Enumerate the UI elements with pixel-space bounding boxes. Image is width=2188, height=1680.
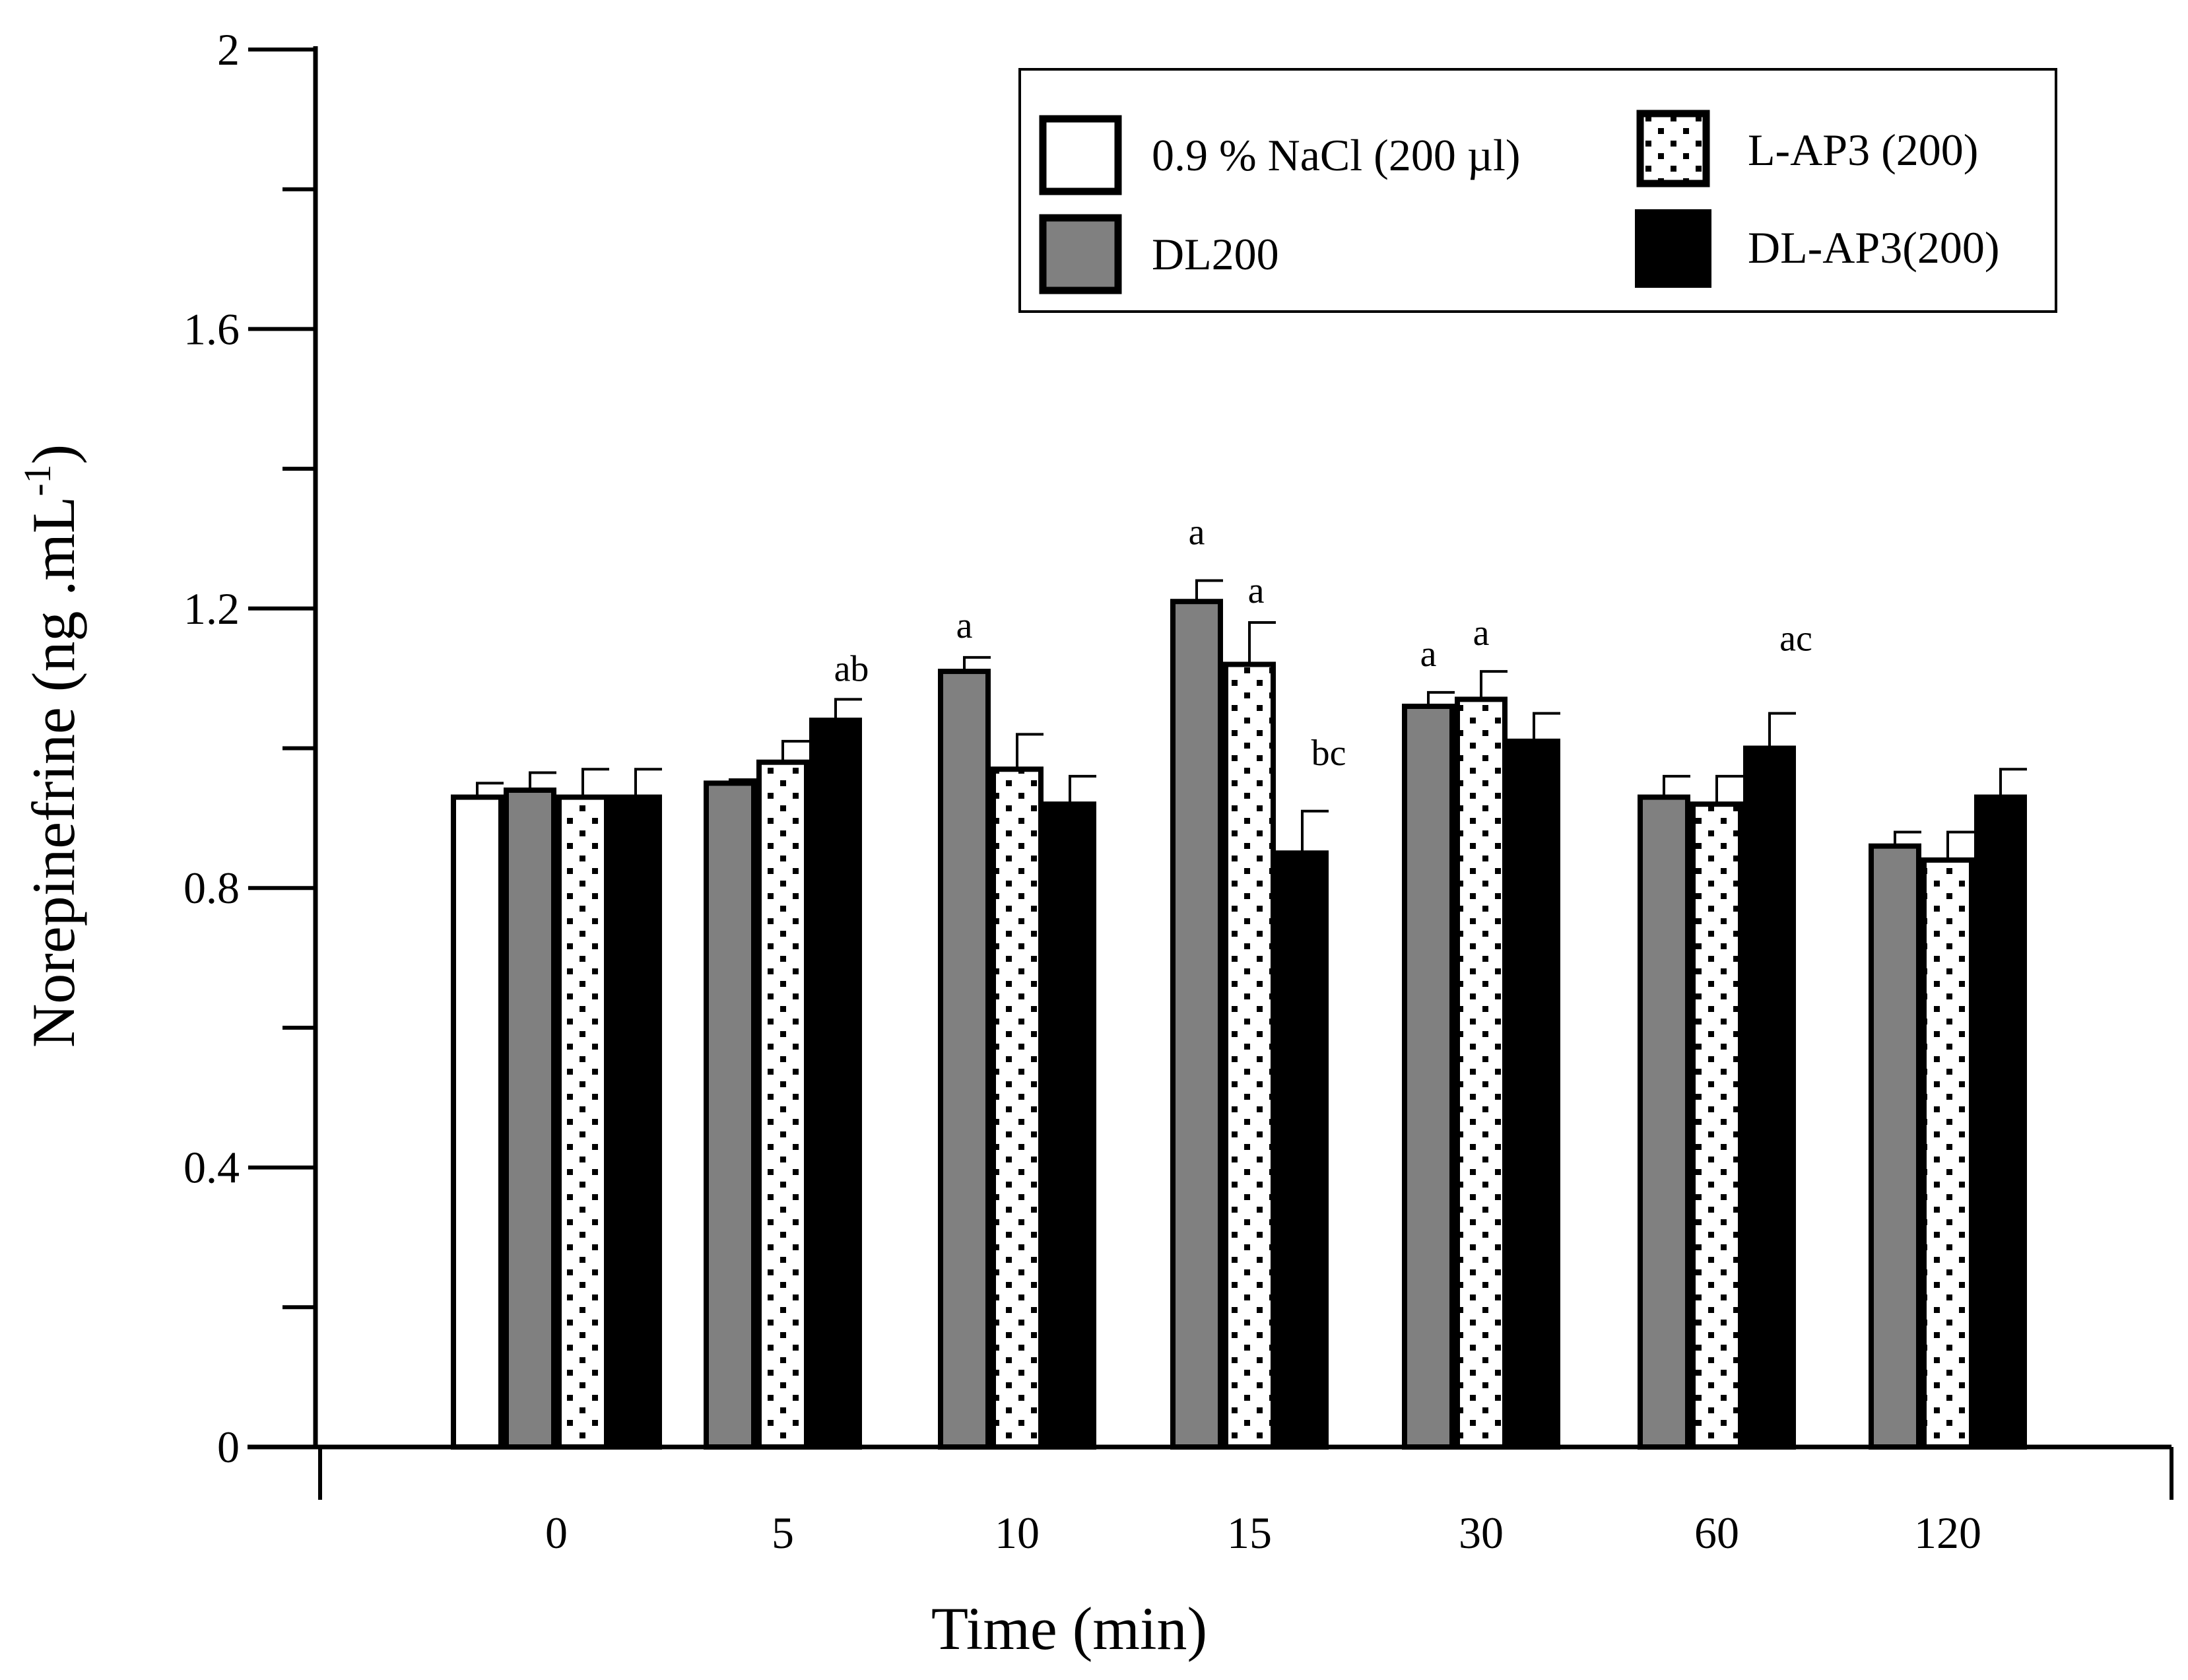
- significance-label: a: [956, 605, 973, 646]
- y-tick-label: 0.4: [183, 1143, 240, 1193]
- x-tick-label: 5: [772, 1508, 794, 1558]
- bar: [809, 718, 862, 1450]
- x-tick-label: 15: [1227, 1508, 1272, 1558]
- legend-label-lap3: L-AP3 (200): [1748, 125, 1978, 175]
- bar: [1044, 801, 1096, 1450]
- x-tick-label: 10: [995, 1508, 1040, 1558]
- bar: [1223, 661, 1276, 1450]
- y-tick-label: 2: [217, 24, 240, 75]
- legend-box: [1018, 68, 2057, 313]
- legend-label-dl200: DL200: [1152, 229, 1279, 279]
- bar: [1276, 850, 1329, 1450]
- bar: [1455, 696, 1508, 1450]
- legend-label-dlap3: DL-AP3(200): [1748, 222, 2000, 273]
- significance-label: bc: [1311, 733, 1346, 774]
- y-axis-title-close: ): [20, 444, 87, 465]
- y-tick-label: 1.6: [183, 304, 240, 354]
- y-axis-title: Norepinefrine (ng .mL-1): [16, 444, 87, 1048]
- legend-label-nacl: 0.9 % NaCl (200 µl): [1152, 130, 1521, 180]
- y-tick-label: 0.8: [183, 863, 240, 913]
- y-axis-title-main: Norepinefrine (ng .mL: [20, 496, 87, 1048]
- bar: [938, 669, 991, 1450]
- bar: [756, 759, 809, 1450]
- legend: 0.9 % NaCl (200 µl) L-AP3 (200) DL200 DL…: [1018, 68, 2057, 313]
- significance-label: a: [1473, 613, 1490, 654]
- bar: [504, 788, 556, 1450]
- y-axis-title-sup: -1: [16, 464, 59, 496]
- x-tick-label: 120: [1914, 1508, 1981, 1558]
- x-tick-label: 0: [545, 1508, 568, 1558]
- bar: [1690, 801, 1743, 1450]
- bar: [1508, 738, 1560, 1450]
- bar: [556, 794, 609, 1450]
- legend-swatch-nacl: [1039, 115, 1122, 195]
- bars: [451, 579, 2027, 1450]
- significance-label: a: [1420, 634, 1437, 675]
- legend-swatch-lap3: [1636, 110, 1710, 187]
- bar: [1921, 857, 1974, 1450]
- x-tick-label: 60: [1694, 1508, 1739, 1558]
- bar: [991, 766, 1044, 1450]
- bar: [609, 794, 662, 1450]
- bar: [1974, 794, 2027, 1450]
- significance-label: a: [1248, 570, 1265, 611]
- y-tick-label: 1.2: [183, 584, 240, 634]
- legend-swatch-dl200: [1039, 214, 1122, 294]
- significance-label: ab: [834, 648, 869, 689]
- bar: [1638, 794, 1690, 1450]
- bar: [1402, 703, 1455, 1450]
- legend-swatch-dlap3: [1635, 209, 1711, 288]
- significance-label: ac: [1779, 619, 1812, 659]
- significance-label: a: [1189, 512, 1205, 553]
- x-tick-label: 30: [1459, 1508, 1504, 1558]
- bar: [451, 794, 504, 1450]
- y-tick-label: 0: [217, 1422, 240, 1472]
- bar: [1869, 843, 1921, 1450]
- bar: [1170, 599, 1223, 1450]
- x-axis-title: Time (min): [931, 1595, 1207, 1662]
- bar: [704, 780, 756, 1450]
- bar: [1743, 745, 1796, 1450]
